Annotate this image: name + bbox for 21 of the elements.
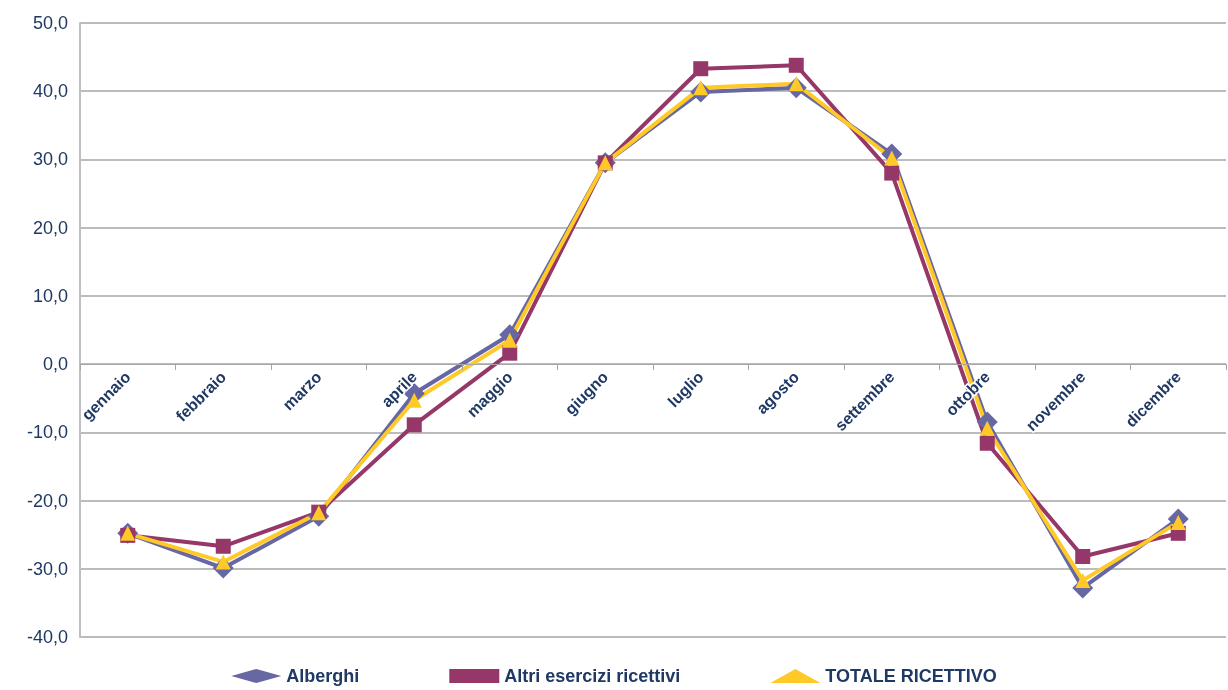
legend-label: Alberghi — [286, 666, 360, 686]
y-tick-label: 40,0 — [32, 81, 68, 102]
point — [979, 435, 995, 451]
point — [884, 165, 900, 181]
point — [215, 538, 231, 554]
point — [693, 61, 709, 77]
y-tick-label: 50,0 — [32, 13, 68, 33]
y-tick-label: 10,0 — [32, 285, 68, 306]
y-tick-label: -20,0 — [26, 490, 68, 511]
y-tick-label: -40,0 — [26, 627, 68, 647]
point — [406, 417, 422, 433]
point — [1075, 549, 1091, 564]
y-tick-label: -10,0 — [26, 422, 68, 443]
y-tick-label: -30,0 — [26, 558, 68, 579]
y-tick-label: 30,0 — [32, 149, 68, 170]
point — [1075, 572, 1091, 588]
legend-label: Altri esercizi ricettivi — [504, 666, 681, 686]
point — [788, 57, 804, 73]
legend-label: TOTALE RICETTIVO — [825, 666, 997, 686]
y-tick-label: 20,0 — [32, 217, 68, 238]
y-tick-label: 0,0 — [42, 354, 68, 375]
